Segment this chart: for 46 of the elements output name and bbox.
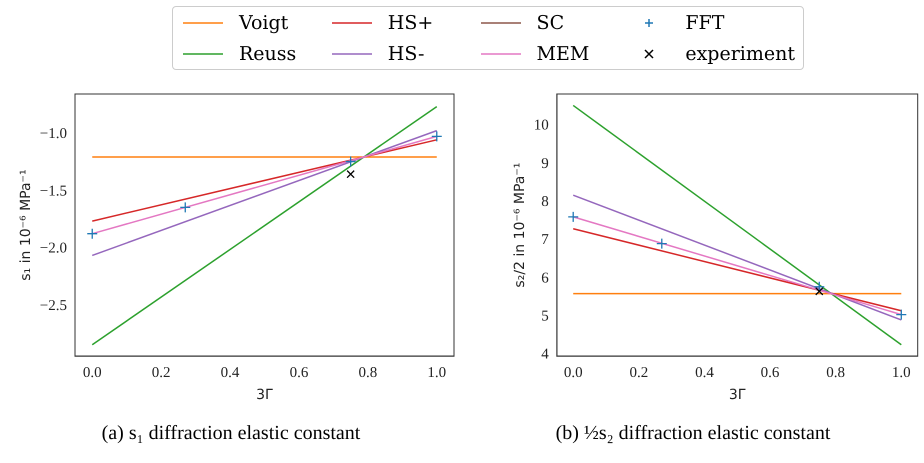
x-tick-label: 0.6 bbox=[760, 365, 780, 382]
x-tick-label: 0.0 bbox=[564, 365, 583, 382]
x-tick-label: 1.0 bbox=[892, 365, 911, 382]
x-tick-label: 0.8 bbox=[826, 365, 846, 382]
legend-label: FFT bbox=[685, 12, 724, 34]
legend-label: MEM bbox=[536, 42, 590, 64]
point bbox=[344, 156, 356, 168]
x-axis-title: 3Γ bbox=[256, 387, 274, 404]
x-tick-label: 0.8 bbox=[358, 365, 378, 382]
point bbox=[346, 170, 355, 178]
y-tick-label: −2.5 bbox=[40, 298, 68, 314]
legend-label: experiment bbox=[685, 42, 795, 64]
y-tick-label: 5 bbox=[541, 308, 549, 324]
text: (a) s₁ diffraction elastic constant bbox=[100, 422, 362, 445]
legend-label: HS- bbox=[388, 42, 424, 64]
y-tick-label: −2.0 bbox=[40, 240, 68, 257]
x-tick-label: 0.4 bbox=[220, 365, 240, 382]
point bbox=[431, 130, 442, 142]
x-tick-label: 0.0 bbox=[82, 365, 102, 382]
text: (b) ½s₂ diffraction elastic constant bbox=[554, 422, 832, 445]
y-tick-label: 7 bbox=[541, 232, 550, 248]
point bbox=[815, 287, 824, 296]
y-tick-label: −1.5 bbox=[40, 183, 68, 200]
y-tick-label: 6 bbox=[541, 270, 550, 286]
x-tick-label: 0.2 bbox=[152, 365, 171, 382]
y-tick-label: 8 bbox=[541, 194, 549, 210]
legend-label: Reuss bbox=[239, 42, 296, 64]
y-tick-label: 9 bbox=[541, 156, 549, 172]
x-tick-label: 0.6 bbox=[290, 365, 309, 382]
y-axis-title: s₁ in 10⁻⁶ MPa⁻¹ bbox=[18, 169, 34, 281]
point bbox=[896, 308, 907, 320]
legend-label: HS+ bbox=[388, 12, 434, 34]
point bbox=[568, 211, 579, 223]
x-tick-label: 0.2 bbox=[629, 365, 648, 382]
y-tick-label: 10 bbox=[534, 118, 549, 134]
point bbox=[86, 228, 98, 240]
y-tick-label: −1.0 bbox=[40, 126, 68, 142]
x-axis-title: 3Γ bbox=[728, 387, 746, 404]
x-tick-label: 1.0 bbox=[427, 365, 446, 382]
legend-label: Voigt bbox=[239, 12, 288, 34]
point bbox=[656, 238, 668, 250]
legend-label: SC bbox=[536, 12, 564, 34]
x-tick-label: 0.4 bbox=[695, 365, 714, 382]
y-tick-label: 4 bbox=[541, 346, 550, 363]
y-axis-title: s₂/2 in 10⁻⁶ MPa⁻¹ bbox=[512, 162, 528, 288]
point bbox=[180, 202, 191, 214]
